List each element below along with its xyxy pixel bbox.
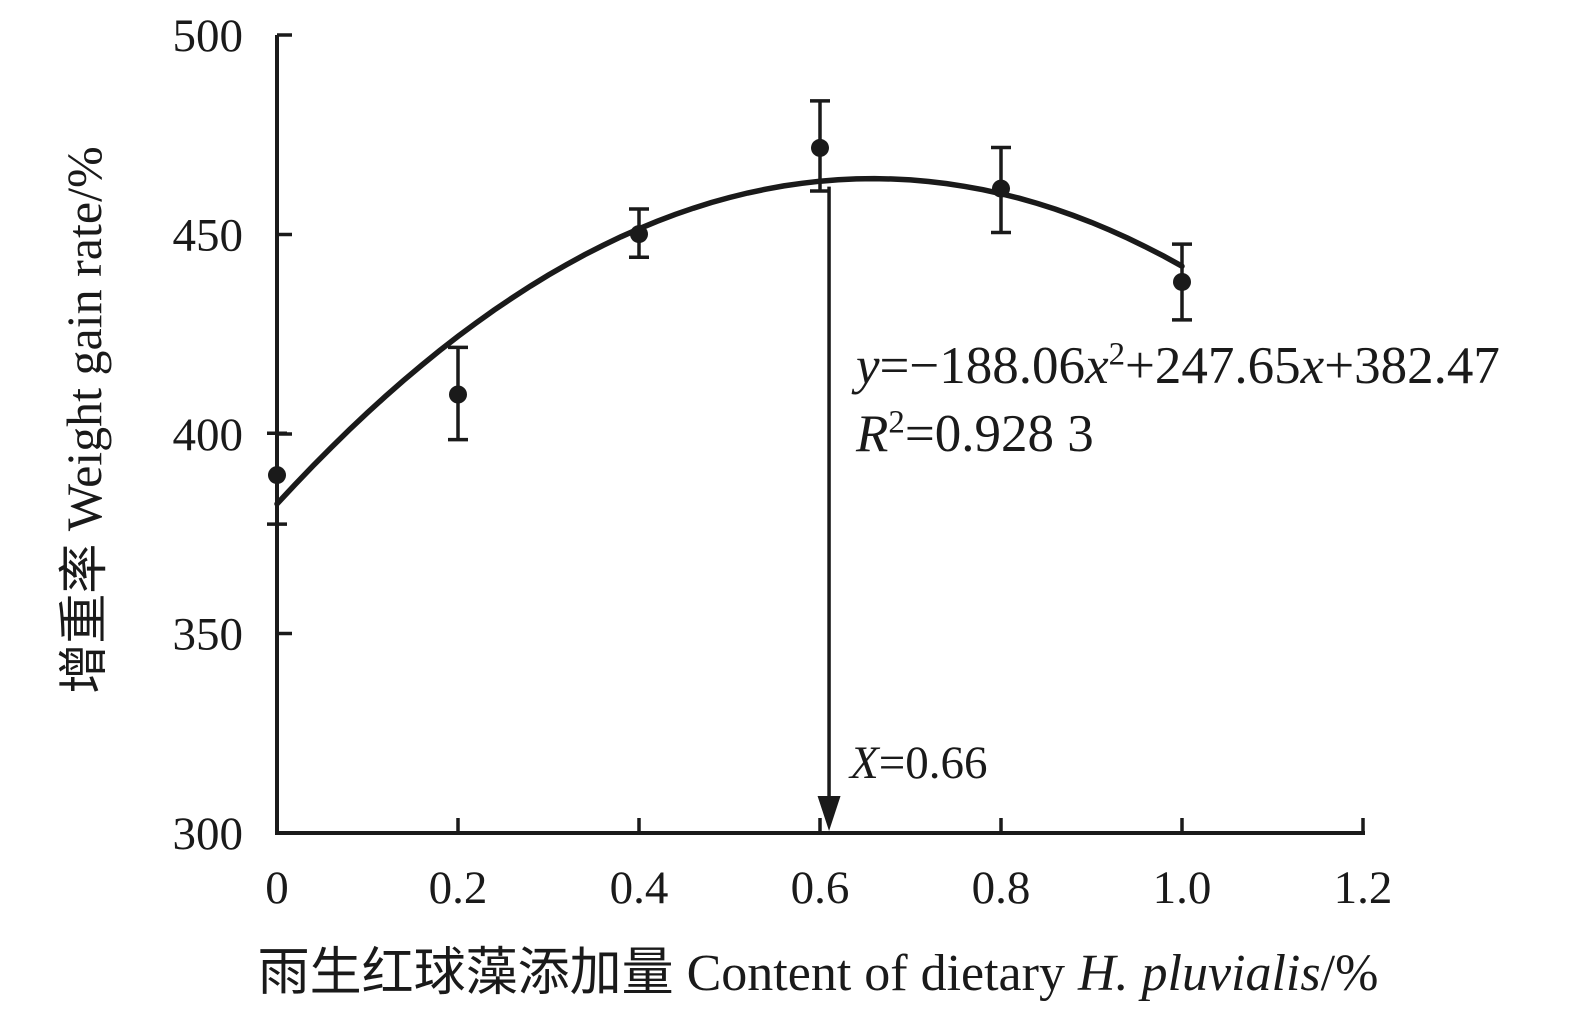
- data-point: [811, 138, 829, 157]
- y-tick-label: 350: [173, 609, 244, 661]
- y-axis-title: 增重率 Weight gain rate/%: [56, 146, 112, 694]
- fit-curve: [274, 175, 1185, 507]
- y-tick-label: 450: [173, 210, 244, 262]
- y-tick-label: 300: [173, 808, 244, 860]
- x-tick-label: 0.4: [610, 862, 669, 914]
- annotation-arrow-head: [817, 796, 841, 831]
- x-axis-title: 雨生红球藻添加量 Content of dietary H. pluvialis…: [257, 945, 1379, 1002]
- data-point: [1173, 272, 1191, 291]
- y-tick-label: 500: [173, 10, 244, 62]
- fit-equation: y=−188.06x2+247.65x+382.47: [856, 336, 1500, 395]
- x-tick-label: 0.8: [972, 862, 1031, 914]
- x-tick-label: 0.6: [791, 862, 850, 914]
- fit-r-squared: R2=0.928 3: [856, 404, 1094, 463]
- x-tick-label: 1.2: [1334, 862, 1393, 914]
- data-point: [992, 179, 1010, 198]
- annotation-x-value-label: X=0.66: [850, 737, 988, 789]
- x-tick-label: 0: [265, 862, 289, 914]
- x-tick-label: 0.2: [429, 862, 488, 914]
- x-tick-label: 1.0: [1153, 862, 1212, 914]
- y-tick-label: 400: [173, 409, 244, 461]
- data-point: [449, 385, 467, 404]
- data-point: [630, 225, 648, 244]
